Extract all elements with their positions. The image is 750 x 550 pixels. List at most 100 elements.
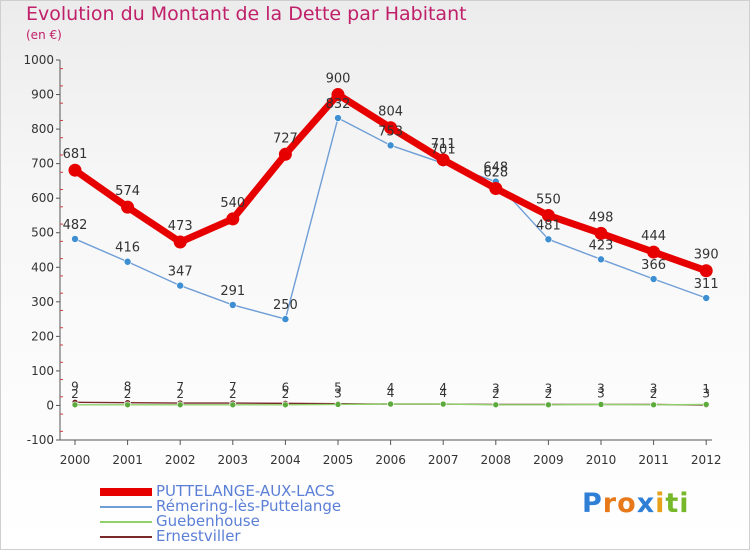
data-point bbox=[597, 255, 605, 264]
data-label: 832 bbox=[326, 97, 351, 112]
legend-item: PUTTELANGE-AUX-LACS bbox=[100, 482, 360, 500]
y-tick-label: 100 bbox=[31, 364, 54, 378]
data-label: 473 bbox=[168, 219, 193, 234]
data-point bbox=[68, 163, 82, 177]
chart-title: Evolution du Montant de la Dette par Hab… bbox=[26, 3, 467, 25]
data-label: 416 bbox=[115, 241, 140, 256]
data-label: 4 bbox=[387, 381, 395, 395]
x-tick-label: 2010 bbox=[586, 453, 617, 467]
logo-letter: i bbox=[655, 488, 666, 519]
data-point bbox=[597, 401, 605, 408]
data-point bbox=[282, 401, 289, 409]
data-point bbox=[173, 235, 187, 249]
data-label: 3 bbox=[492, 381, 500, 395]
data-label: 4 bbox=[387, 386, 395, 400]
data-label: 1 bbox=[702, 382, 710, 396]
data-label: 6 bbox=[282, 380, 290, 394]
y-tick-label: 600 bbox=[31, 191, 54, 205]
data-label: 481 bbox=[536, 218, 561, 233]
data-label: 3 bbox=[334, 386, 342, 400]
data-point bbox=[71, 401, 79, 409]
legend-item: Guebenhouse bbox=[100, 512, 360, 530]
data-label: 7 bbox=[229, 380, 237, 394]
x-tick-label: 2000 bbox=[60, 453, 91, 467]
data-point bbox=[124, 401, 131, 409]
x-tick-label: 2009 bbox=[533, 453, 564, 467]
data-label: 2 bbox=[650, 387, 658, 401]
data-label: 9 bbox=[71, 379, 79, 393]
y-tick-label: 700 bbox=[31, 157, 54, 171]
y-tick-label: -100 bbox=[27, 433, 54, 447]
data-label: 4 bbox=[439, 386, 447, 400]
chart-legend: PUTTELANGE-AUX-LACS Rémering-lès-Puttelan… bbox=[100, 482, 360, 545]
logo-letter: t bbox=[665, 488, 680, 519]
data-label: 727 bbox=[273, 131, 298, 146]
x-tick-label: 2001 bbox=[112, 453, 143, 467]
x-tick-label: 2004 bbox=[270, 453, 301, 467]
data-label: 2 bbox=[124, 387, 132, 401]
legend-item: Rémering-lès-Puttelange bbox=[100, 497, 360, 515]
data-label: 701 bbox=[431, 142, 456, 157]
data-label: 2 bbox=[545, 387, 553, 401]
data-label: 423 bbox=[589, 238, 614, 253]
data-label: 3 bbox=[545, 381, 553, 395]
data-point bbox=[702, 401, 710, 408]
data-point bbox=[544, 235, 553, 244]
data-label: 711 bbox=[431, 137, 456, 152]
data-point bbox=[436, 153, 450, 167]
data-point bbox=[387, 400, 394, 408]
data-label: 648 bbox=[483, 161, 508, 176]
data-point bbox=[594, 226, 608, 240]
data-label: 291 bbox=[220, 284, 245, 299]
legend-swatch bbox=[100, 506, 152, 508]
data-point bbox=[334, 114, 342, 122]
x-tick-label: 2005 bbox=[323, 453, 354, 467]
data-point bbox=[386, 141, 395, 150]
data-label: 2 bbox=[492, 387, 500, 401]
y-tick-label: 500 bbox=[31, 226, 54, 240]
data-point bbox=[384, 121, 398, 135]
data-label: 2 bbox=[71, 387, 79, 401]
data-label: 681 bbox=[63, 147, 88, 162]
data-point bbox=[226, 212, 240, 226]
y-tick-label: 200 bbox=[31, 329, 54, 343]
data-point bbox=[647, 245, 661, 259]
y-tick-label: 800 bbox=[31, 122, 54, 136]
data-point bbox=[176, 401, 184, 409]
data-label: 3 bbox=[597, 381, 605, 395]
data-label: 540 bbox=[220, 196, 245, 211]
data-label: 390 bbox=[694, 248, 719, 263]
data-point bbox=[699, 264, 713, 278]
data-label: 574 bbox=[115, 184, 140, 199]
data-label: 366 bbox=[641, 258, 666, 273]
data-point bbox=[492, 401, 500, 409]
data-label: 311 bbox=[694, 277, 719, 292]
data-label: 4 bbox=[439, 381, 447, 395]
data-label: 444 bbox=[641, 229, 666, 244]
x-tick-label: 2002 bbox=[165, 453, 196, 467]
y-tick-label: 900 bbox=[31, 88, 54, 102]
x-tick-label: 2008 bbox=[481, 453, 512, 467]
data-label: 900 bbox=[326, 72, 351, 87]
x-tick-label: 2011 bbox=[638, 453, 669, 467]
data-point bbox=[545, 401, 552, 409]
data-point bbox=[176, 281, 184, 290]
logo-letter: x bbox=[636, 488, 656, 519]
data-point bbox=[229, 401, 237, 409]
data-label: 8 bbox=[124, 380, 132, 394]
data-point bbox=[71, 235, 79, 243]
data-label: 2 bbox=[229, 387, 237, 401]
data-label: 3 bbox=[650, 381, 658, 395]
legend-item: Ernestviller bbox=[100, 527, 360, 545]
data-label: 753 bbox=[378, 124, 403, 139]
logo-letter: r bbox=[602, 488, 618, 519]
legend-swatch bbox=[100, 488, 152, 496]
data-label: 3 bbox=[702, 386, 710, 400]
x-tick-label: 2003 bbox=[218, 453, 249, 467]
logo-letter: o bbox=[617, 488, 637, 519]
data-point bbox=[489, 182, 503, 196]
data-point bbox=[229, 301, 237, 309]
data-point bbox=[123, 257, 132, 266]
legend-label: Guebenhouse bbox=[156, 512, 260, 530]
